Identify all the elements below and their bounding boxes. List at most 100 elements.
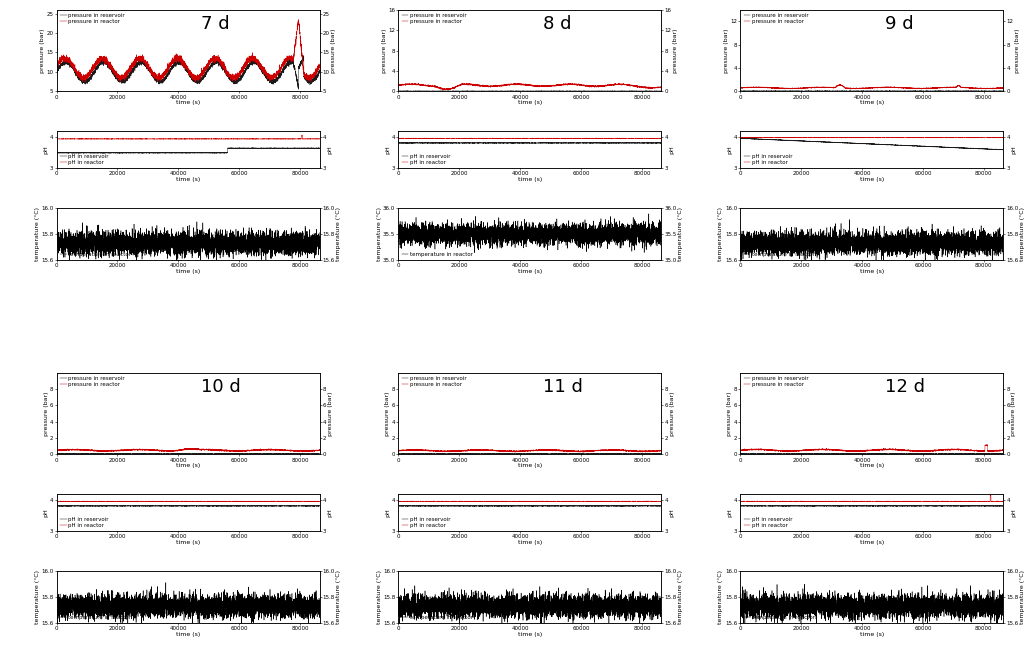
pH in reservoir bbox=[835, 502, 847, 509]
pH in reservoir bbox=[782, 137, 794, 145]
pressure in reactor bbox=[589, 447, 601, 454]
Legend: temperature in reactor: temperature in reactor bbox=[60, 251, 132, 257]
temperature in reactor bbox=[799, 580, 811, 588]
pressure in reservoir bbox=[589, 88, 601, 95]
pH in reservoir bbox=[57, 502, 69, 510]
temperature in reactor bbox=[267, 600, 279, 607]
temperature in reactor bbox=[392, 230, 404, 238]
Y-axis label: pressure (bar): pressure (bar) bbox=[43, 391, 48, 435]
Legend: pressure in reservoir, pressure in reactor: pressure in reservoir, pressure in react… bbox=[401, 376, 467, 387]
Y-axis label: temperature (°C): temperature (°C) bbox=[377, 207, 382, 261]
Legend: pH in reservoir, pH in reactor: pH in reservoir, pH in reactor bbox=[743, 154, 793, 165]
temperature in reactor bbox=[98, 234, 110, 241]
Y-axis label: temperature (°C): temperature (°C) bbox=[678, 570, 683, 624]
Legend: temperature in reactor: temperature in reactor bbox=[743, 251, 816, 257]
pH in reservoir bbox=[247, 144, 259, 152]
Legend: pH in reservoir, pH in reactor: pH in reservoir, pH in reactor bbox=[743, 517, 793, 528]
pH in reservoir bbox=[930, 502, 943, 509]
pressure in reservoir bbox=[443, 450, 456, 458]
pressure in reservoir bbox=[149, 449, 162, 457]
Y-axis label: pressure (bar): pressure (bar) bbox=[382, 29, 387, 73]
pressure in reservoir bbox=[151, 75, 164, 83]
Legend: pH in reservoir, pH in reactor: pH in reservoir, pH in reactor bbox=[401, 154, 451, 165]
Y-axis label: temperature (°C): temperature (°C) bbox=[35, 207, 40, 261]
pH in reservoir bbox=[608, 502, 620, 509]
pressure in reactor bbox=[563, 447, 575, 455]
X-axis label: time (s): time (s) bbox=[859, 177, 884, 182]
temperature in reactor bbox=[930, 607, 943, 615]
pH in reactor bbox=[50, 135, 63, 143]
Legend: pressure in reservoir, pressure in reactor: pressure in reservoir, pressure in react… bbox=[743, 12, 809, 25]
pH in reactor bbox=[551, 134, 563, 142]
pressure in reservoir bbox=[206, 450, 218, 458]
pressure in reactor bbox=[589, 82, 601, 90]
Y-axis label: temperature (°C): temperature (°C) bbox=[718, 207, 723, 261]
pH in reactor bbox=[392, 134, 404, 142]
pH in reactor bbox=[835, 134, 847, 141]
Line: pressure in reservoir: pressure in reservoir bbox=[57, 453, 320, 454]
pH in reactor bbox=[906, 497, 918, 505]
X-axis label: time (s): time (s) bbox=[859, 100, 884, 105]
pressure in reactor bbox=[440, 447, 453, 455]
pH in reactor bbox=[997, 134, 1009, 141]
X-axis label: time (s): time (s) bbox=[176, 463, 201, 468]
pH in reactor bbox=[112, 497, 125, 505]
X-axis label: time (s): time (s) bbox=[859, 463, 884, 468]
temperature in reactor bbox=[734, 234, 746, 242]
pH in reactor bbox=[179, 136, 191, 143]
temperature in reactor bbox=[655, 599, 668, 607]
pH in reactor bbox=[50, 497, 63, 505]
temperature in reactor bbox=[493, 596, 505, 604]
pH in reservoir bbox=[98, 149, 110, 156]
Legend: pH in reservoir, pH in reactor: pH in reservoir, pH in reactor bbox=[60, 154, 109, 165]
pressure in reservoir bbox=[589, 450, 601, 458]
pressure in reservoir bbox=[835, 450, 847, 458]
temperature in reactor bbox=[409, 582, 421, 590]
pressure in reservoir bbox=[314, 66, 326, 73]
pressure in reservoir bbox=[493, 450, 505, 458]
temperature in reactor bbox=[247, 611, 259, 619]
Y-axis label: pH: pH bbox=[670, 508, 674, 517]
X-axis label: time (s): time (s) bbox=[176, 632, 201, 637]
pressure in reservoir bbox=[549, 88, 562, 95]
pressure in reactor bbox=[392, 447, 404, 454]
Legend: temperature in reactor: temperature in reactor bbox=[401, 251, 473, 257]
pH in reactor bbox=[314, 135, 326, 143]
pH in reactor bbox=[930, 497, 943, 505]
pressure in reactor bbox=[835, 81, 847, 89]
pressure in reactor bbox=[911, 448, 923, 456]
pressure in reservoir bbox=[292, 86, 305, 93]
Line: pH in reactor: pH in reactor bbox=[740, 495, 1003, 502]
pH in reservoir bbox=[267, 502, 279, 509]
Line: pressure in reactor: pressure in reactor bbox=[740, 445, 1003, 452]
temperature in reactor bbox=[392, 609, 404, 617]
pH in reactor bbox=[528, 498, 540, 506]
pressure in reactor bbox=[437, 86, 450, 94]
temperature in reactor bbox=[563, 598, 575, 606]
pH in reactor bbox=[392, 497, 404, 505]
pressure in reactor bbox=[247, 55, 259, 62]
pH in reservoir bbox=[221, 145, 234, 153]
Y-axis label: pressure (bar): pressure (bar) bbox=[331, 29, 336, 73]
pressure in reactor bbox=[997, 84, 1009, 92]
temperature in reactor bbox=[643, 210, 655, 217]
pH in reactor bbox=[221, 497, 234, 505]
pH in reservoir bbox=[997, 146, 1009, 154]
temperature in reactor bbox=[608, 600, 620, 608]
pH in reservoir bbox=[951, 502, 963, 510]
Text: 8 d: 8 d bbox=[543, 16, 571, 34]
pressure in reactor bbox=[493, 447, 505, 454]
pressure in reservoir bbox=[563, 88, 575, 95]
pressure in reservoir bbox=[608, 450, 620, 458]
pressure in reactor bbox=[98, 52, 110, 60]
pH in reservoir bbox=[655, 140, 668, 147]
pH in reactor bbox=[906, 134, 918, 141]
pH in reactor bbox=[267, 135, 279, 143]
Line: temperature in reactor: temperature in reactor bbox=[740, 584, 1003, 628]
Line: pH in reservoir: pH in reservoir bbox=[740, 138, 1003, 150]
temperature in reactor bbox=[314, 228, 326, 236]
pressure in reactor bbox=[189, 79, 202, 86]
pH in reservoir bbox=[782, 502, 794, 510]
pH in reservoir bbox=[589, 140, 601, 147]
pressure in reservoir bbox=[98, 56, 110, 64]
